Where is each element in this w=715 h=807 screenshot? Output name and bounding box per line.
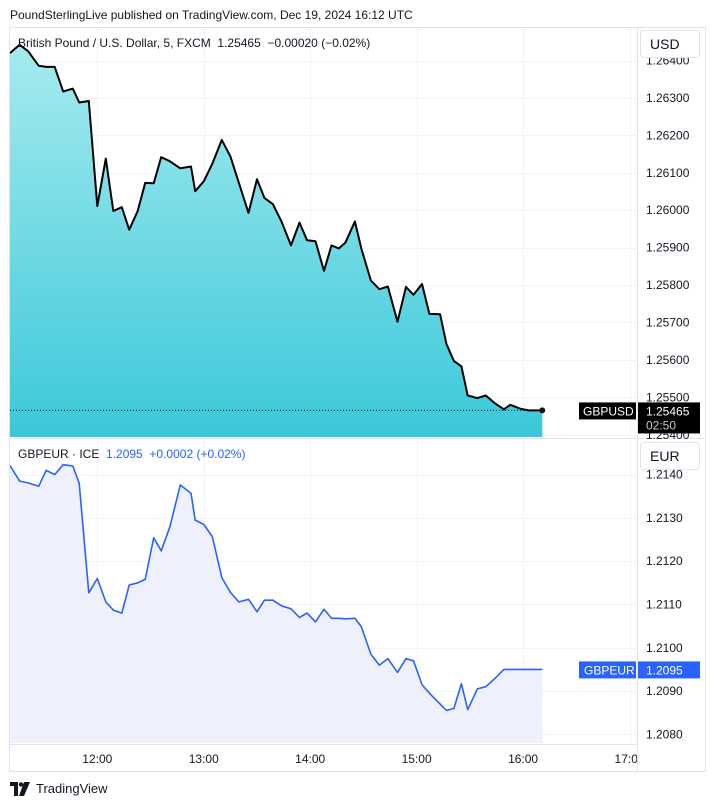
gbpusd-legend[interactable]: British Pound / U.S. Dollar, 5, FXCM 1.2… bbox=[18, 36, 370, 50]
chart-frame bbox=[9, 27, 706, 772]
time-tick-label: 14:00 bbox=[295, 752, 325, 766]
gbpusd-last: 1.25465 bbox=[217, 36, 261, 50]
gbpusd-ytick-label: 1.25600 bbox=[646, 353, 690, 367]
gbpeur-symbol: GBPEUR · ICE bbox=[18, 447, 100, 461]
time-tick-label: 16:00 bbox=[508, 752, 538, 766]
gbpeur-ytick-label: 1.2100 bbox=[646, 641, 683, 655]
gbpusd-ytick-label: 1.26000 bbox=[646, 203, 690, 217]
time-scale[interactable]: 12:00 13:00 14:00 15:00 16:00 17:00 bbox=[82, 752, 645, 766]
publisher-line: PoundSterlingLive published on TradingVi… bbox=[10, 8, 413, 22]
gbpusd-symbol: British Pound / U.S. Dollar, 5, FXCM bbox=[18, 36, 211, 50]
gbpeur-ytick-label: 1.2110 bbox=[646, 597, 682, 611]
time-tick-label: 17:00 bbox=[615, 752, 645, 766]
gbpusd-price-tag: 1.25465 bbox=[646, 404, 690, 418]
gbpeur-legend[interactable]: GBPEUR · ICE 1.2095 +0.0002 (+0.02%) bbox=[18, 447, 245, 461]
gbpeur-price-tag-bg bbox=[638, 661, 700, 679]
gbpeur-ytick-label: 1.2090 bbox=[646, 684, 683, 698]
gbpeur-last: 1.2095 bbox=[106, 447, 143, 461]
gbpusd-price-scale[interactable]: 1.254001.255001.256001.257001.258001.259… bbox=[646, 54, 690, 442]
gbpusd-last-point bbox=[539, 407, 546, 414]
tradingview-logo-icon[interactable] bbox=[10, 781, 30, 796]
gbpeur-line bbox=[10, 463, 543, 712]
footer: TradingView bbox=[10, 781, 108, 796]
gbpusd-ytick-label: 1.25700 bbox=[646, 315, 690, 329]
gbpusd-line bbox=[10, 43, 543, 412]
gbpeur-series-label-bg bbox=[579, 661, 636, 679]
gbpusd-price-tag-bg bbox=[638, 402, 700, 434]
gbpusd-ytick-label: 1.26300 bbox=[646, 91, 690, 105]
time-tick-label: 12:00 bbox=[82, 752, 112, 766]
gbpeur-ytick-label: 1.2120 bbox=[646, 554, 683, 568]
gbpeur-ytick-label: 1.2140 bbox=[646, 468, 683, 482]
time-tick-label: 15:00 bbox=[402, 752, 432, 766]
gbpeur-plot bbox=[10, 463, 543, 743]
gbpusd-series-label-bg bbox=[579, 402, 636, 420]
usd-currency-button[interactable]: USD bbox=[640, 30, 700, 58]
gbpeur-change: +0.0002 (+0.02%) bbox=[149, 447, 246, 461]
gbpeur-price-scale[interactable]: 1.2080 1.2090 1.2100 1.2110 1.2120 1.2130 1.21… bbox=[646, 468, 683, 742]
gbpusd-series-label: GBPUSD bbox=[583, 404, 634, 418]
gbpusd-ytick-label: 1.26200 bbox=[646, 128, 690, 142]
tradingview-brand[interactable]: TradingView bbox=[36, 781, 108, 796]
eur-currency-button[interactable]: EUR bbox=[640, 442, 700, 470]
gbpusd-change: −0.00020 (−0.02%) bbox=[267, 36, 371, 50]
gbpeur-ytick-label: 1.2130 bbox=[646, 511, 683, 525]
gbpeur-area bbox=[10, 464, 543, 743]
gbpusd-countdown: 02:50 bbox=[646, 418, 676, 432]
gbpusd-ytick-label: 1.25500 bbox=[646, 390, 690, 404]
gbpusd-plot bbox=[10, 43, 543, 437]
time-tick-label: 13:00 bbox=[189, 752, 219, 766]
gbpusd-ytick-label: 1.25800 bbox=[646, 278, 690, 292]
gbpusd-area bbox=[10, 44, 543, 437]
gbpeur-ytick-label: 1.2080 bbox=[646, 727, 683, 741]
gbpusd-ytick-label: 1.25900 bbox=[646, 241, 690, 255]
gbpusd-ytick-label: 1.26100 bbox=[646, 166, 690, 180]
gbpeur-price-tag: 1.2095 bbox=[646, 663, 683, 677]
gbpeur-series-label: GBPEUR bbox=[584, 663, 635, 677]
